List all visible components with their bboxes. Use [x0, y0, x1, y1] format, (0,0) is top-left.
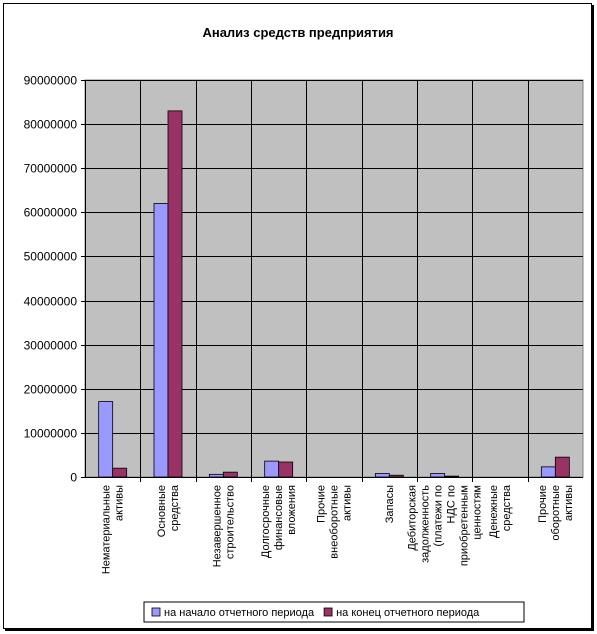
x-tick-label-line: оборотные [550, 485, 562, 541]
legend-box [143, 601, 525, 623]
y-tick-label-4: 40000000 [24, 295, 78, 309]
x-tick-label-line: НДС по [446, 485, 458, 523]
legend: на начало отчетного периода на конец отче… [143, 601, 525, 623]
x-tick-label-line: финансовые [273, 485, 285, 550]
x-tick-label-7: Дебиторскаязадолженность(платежи поНДС п… [407, 485, 484, 566]
x-tick-label-1: Нематериальныеактивы [101, 485, 126, 574]
chart-frame: Анализ средств предприятия 0 10000000 2000… [3, 3, 592, 629]
x-tick-label-line: (платежи по [433, 485, 445, 546]
y-tick-label-8: 80000000 [24, 118, 78, 132]
bar-s1-c9 [540, 466, 556, 478]
bar-s2-c9 [554, 456, 570, 478]
x-tick-label-line: ценностям [472, 485, 484, 540]
legend-label-2: на конец отчетного периода [336, 607, 480, 619]
x-tick-label-line: Долгосрочные [260, 485, 272, 558]
x-tick-label-9: Прочиеоборотныеактивы [537, 485, 575, 541]
x-tick-label-line: средства [501, 484, 513, 531]
bar-s1-c7 [430, 473, 446, 478]
y-tick-label-6: 60000000 [24, 206, 78, 220]
x-tick-label-2: Основныесредства [156, 484, 181, 537]
bar-s2-c4 [278, 461, 294, 478]
x-tick-label-6: Запасы [384, 485, 396, 523]
bar-s2-c6 [388, 474, 404, 478]
bar-s1-c6 [374, 473, 390, 478]
bar-s2-c1 [112, 467, 128, 478]
y-tick-label-0: 0 [70, 471, 77, 485]
x-tick-label-line: Дебиторская [407, 485, 419, 551]
y-tick-label-2: 20000000 [24, 383, 78, 397]
y-tick-label-7: 70000000 [24, 162, 78, 176]
x-tick-label-line: строительство [224, 485, 236, 559]
bar-s1-c2 [153, 203, 169, 478]
x-tick-label-line: Денежные [488, 485, 500, 538]
bar-s1-c3 [208, 473, 224, 478]
x-tick-label-3: Незавершенноестроительство [211, 485, 236, 567]
x-tick-label-line: вложения [286, 485, 298, 535]
x-tick-label-line: Запасы [384, 485, 396, 523]
chart-svg: Анализ средств предприятия 0 10000000 2000… [24, 25, 584, 623]
y-tick-label-3: 30000000 [24, 339, 78, 353]
x-tick-label-line: Незавершенное [211, 485, 223, 567]
x-tick-label-line: приобретенным [459, 485, 471, 566]
x-tick-label-line: задолженность [420, 485, 432, 563]
x-tick-label-line: Нематериальные [101, 485, 113, 574]
x-tick-label-line: активы [342, 485, 354, 521]
y-tick-label-5: 50000000 [24, 250, 78, 264]
x-tick-label-line: Прочие [316, 485, 328, 523]
bar-s1-c4 [264, 460, 280, 478]
x-tick-label-line: Прочие [537, 485, 549, 523]
legend-label-1: на начало отчетного периода [164, 607, 315, 619]
x-tick-label-line: Основные [156, 485, 168, 537]
plot-area: 0 10000000 20000000 30000000 40000000 5000000… [24, 74, 584, 574]
bar-s2-c3 [222, 471, 238, 478]
x-tick-label-4: Долгосрочныефинансовыевложения [260, 485, 298, 558]
x-tick-label-8: Денежныесредства [488, 484, 513, 538]
x-tick-label-line: средства [169, 484, 181, 531]
x-tick-label-line: внеоборотные [329, 485, 341, 559]
chart-title: Анализ средств предприятия [202, 25, 393, 40]
x-tick-label-5: Прочиевнеоборотныеактивы [316, 485, 354, 559]
bar-s2-c2 [167, 110, 183, 478]
legend-swatch-2 [323, 607, 333, 617]
legend-swatch-1 [151, 607, 161, 617]
bar-s2-c7 [444, 475, 460, 478]
x-tick-label-line: активы [563, 485, 575, 521]
y-tick-label-1: 10000000 [24, 427, 78, 441]
bar-s1-c1 [98, 401, 114, 478]
y-tick-label-9: 90000000 [24, 74, 78, 88]
x-tick-label-line: активы [114, 485, 126, 521]
